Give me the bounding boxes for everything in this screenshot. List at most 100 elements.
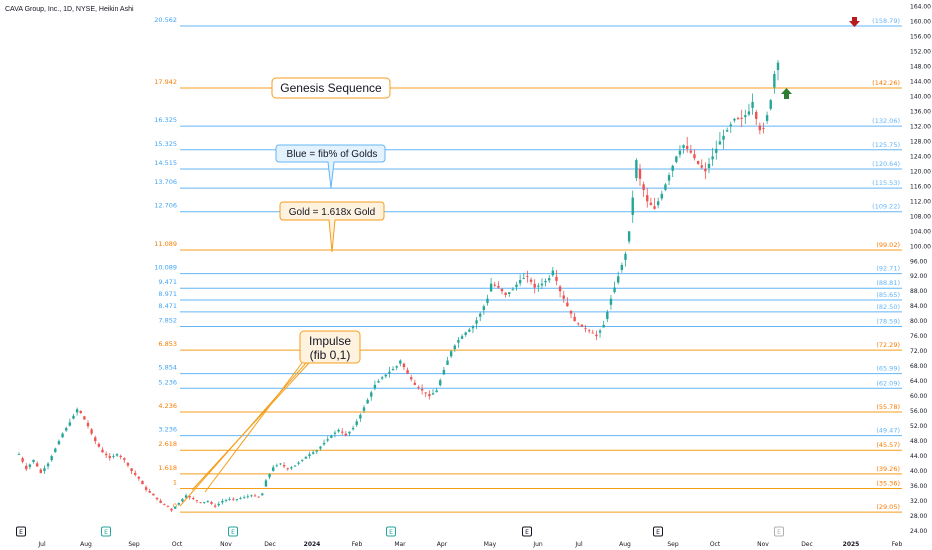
fib-ratio-label: 9.471 [158, 278, 177, 286]
earnings-badge-label: E [656, 529, 660, 536]
y-tick-label: 88.00 [910, 288, 927, 295]
fib-ratio-label: 1 [173, 478, 177, 486]
candle-body [653, 206, 656, 209]
candle-body [326, 439, 329, 441]
candle-body [380, 377, 384, 379]
fib-price-label: (82.50) [876, 303, 900, 311]
candle-body [68, 422, 72, 426]
earnings-badge-label: E [525, 529, 529, 536]
y-tick-label: 108.00 [910, 213, 931, 220]
candle-body [765, 115, 769, 121]
candle-body [65, 427, 68, 431]
candle-body [453, 345, 456, 350]
candle-body [246, 496, 249, 498]
fib-ratio-label: 8.971 [158, 290, 177, 298]
down-arrow-marker [849, 17, 860, 27]
earnings-badge[interactable] [16, 526, 26, 537]
candle-body [562, 295, 565, 299]
candle-body [667, 175, 671, 181]
earnings-badge[interactable] [101, 526, 111, 537]
candle-body [442, 369, 446, 375]
earnings-badge[interactable] [386, 526, 396, 537]
candle-body [606, 311, 609, 320]
candle-body [257, 496, 260, 498]
candle-body [660, 193, 663, 199]
candle-body [35, 463, 39, 467]
earnings-badge[interactable] [653, 526, 663, 537]
x-tick-label: Feb [352, 541, 363, 548]
fib-ratio-label: 6.853 [158, 340, 177, 348]
candle-body [468, 329, 471, 332]
candle-body [75, 409, 79, 413]
candle-body [758, 125, 762, 131]
fib-price-label: (99.02) [876, 241, 900, 249]
x-tick-label: Sep [667, 541, 679, 548]
candle-body [522, 278, 525, 279]
candle-body [341, 431, 344, 433]
y-tick-label: 132.00 [910, 123, 931, 130]
candle-body [449, 351, 453, 357]
candle-body [729, 124, 732, 127]
candle-body [17, 454, 21, 455]
y-tick-label: 24.00 [910, 528, 927, 535]
candle-body [370, 392, 373, 397]
x-tick-label: Jun [532, 541, 543, 548]
candle-body [395, 366, 398, 368]
candle-body [97, 443, 101, 447]
candle-body [700, 165, 703, 168]
fib-ratio-label: 1.618 [158, 464, 177, 472]
candle-body [489, 283, 493, 292]
candle-body [587, 330, 591, 332]
fib-price-label: (35.36) [876, 479, 900, 487]
fib-ratio-label: 10.089 [154, 264, 177, 272]
y-tick-label: 140.00 [910, 93, 931, 100]
candle-body [152, 493, 155, 496]
candle-body [508, 292, 511, 294]
candle-body [747, 111, 751, 115]
candle-body [518, 279, 522, 284]
y-tick-label: 104.00 [910, 228, 931, 235]
candle-body [192, 498, 195, 500]
candle-body [722, 135, 725, 140]
candle-body [39, 469, 42, 473]
candle-body [239, 498, 242, 500]
earnings-badge-label: E [19, 529, 23, 536]
fib-ratio-label: 4.236 [158, 402, 177, 410]
fib-price-label: (49.47) [876, 427, 900, 435]
y-tick-label: 36.00 [910, 483, 927, 490]
earnings-badge[interactable] [228, 526, 238, 537]
candle-body [83, 416, 86, 420]
fib-price-label: (85.65) [876, 291, 900, 299]
y-tick-label: 148.00 [910, 63, 931, 70]
earnings-badge[interactable] [522, 526, 532, 537]
candle-body [275, 465, 279, 467]
candle-body [181, 499, 184, 502]
candle-body [678, 150, 682, 155]
y-tick-label: 60.00 [910, 393, 927, 400]
candle-body [642, 184, 645, 191]
fib-ratio-label: 15.325 [154, 140, 177, 148]
impulse-callout: Impulse (fib 0,1) [299, 330, 361, 364]
candle-body [399, 360, 402, 364]
candle-body [624, 253, 627, 260]
candle-body [272, 467, 275, 471]
candle-body [308, 454, 311, 456]
candle-body [656, 201, 660, 206]
candle-body [261, 493, 264, 496]
candle-body [319, 446, 322, 449]
fib-price-label: (45.57) [876, 441, 900, 449]
candle-body [551, 270, 555, 276]
fib-ratio-label: 5.854 [158, 364, 177, 372]
candle-body [428, 394, 431, 397]
chart-title: CAVA Group, Inc., 1D, NYSE, Heikin Ashi [5, 6, 134, 13]
candle-body [286, 468, 289, 470]
candle-body [707, 163, 711, 168]
candle-body [486, 298, 489, 303]
candle-body [373, 384, 377, 389]
earnings-badge[interactable] [774, 526, 784, 537]
candle-body [638, 168, 642, 179]
candle-body [762, 128, 765, 129]
candle-body [264, 480, 268, 487]
fib-price-label: (55.78) [876, 403, 900, 411]
candle-body [580, 324, 584, 327]
